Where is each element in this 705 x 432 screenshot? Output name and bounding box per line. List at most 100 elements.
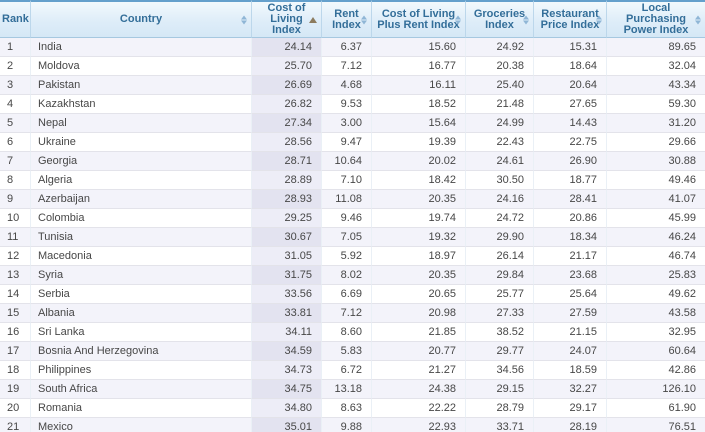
cell-cost_of_living_plus_rent_index: 24.38 <box>372 380 466 399</box>
cell-local_purchasing_power_index: 46.74 <box>607 247 705 266</box>
cell-cost_of_living_plus_rent_index: 16.77 <box>372 57 466 76</box>
sort-toggle-icon <box>361 15 367 24</box>
column-label-restaurant_price_index: Restaurant Price Index <box>540 7 600 31</box>
cell-restaurant_price_index: 26.90 <box>534 152 607 171</box>
table-row: 13 Syria 31.75 8.02 20.35 29.84 23.68 25.83 <box>0 266 705 285</box>
cell-rent_index: 8.63 <box>322 399 372 418</box>
cell-rent_index: 3.00 <box>322 114 372 133</box>
cell-restaurant_price_index: 15.31 <box>534 38 607 57</box>
cell-country: Macedonia <box>31 247 252 266</box>
table-row: 5 Nepal 27.34 3.00 15.64 24.99 14.43 31.20 <box>0 114 705 133</box>
cell-groceries_index: 38.52 <box>466 323 534 342</box>
cell-local_purchasing_power_index: 59.30 <box>607 95 705 114</box>
cell-rank: 18 <box>0 361 31 380</box>
cell-rank: 12 <box>0 247 31 266</box>
column-header-restaurant_price_index[interactable]: Restaurant Price Index <box>534 0 607 38</box>
table-row: 6 Ukraine 28.56 9.47 19.39 22.43 22.75 29.66 <box>0 133 705 152</box>
cell-rank: 13 <box>0 266 31 285</box>
cell-restaurant_price_index: 27.59 <box>534 304 607 323</box>
table-body: 1 India 24.14 6.37 15.60 24.92 15.31 89.65 2 Mold… <box>0 38 705 432</box>
cell-country: Tunisia <box>31 228 252 247</box>
cell-country: Bosnia And Herzegovina <box>31 342 252 361</box>
cell-country: Serbia <box>31 285 252 304</box>
cell-groceries_index: 29.90 <box>466 228 534 247</box>
column-header-country[interactable]: Country <box>31 0 252 38</box>
cell-country: Albania <box>31 304 252 323</box>
table-row: 7 Georgia 28.71 10.64 20.02 24.61 26.90 30.88 <box>0 152 705 171</box>
cell-cost_of_living_plus_rent_index: 19.32 <box>372 228 466 247</box>
cell-country: Sri Lanka <box>31 323 252 342</box>
cell-groceries_index: 29.84 <box>466 266 534 285</box>
cell-cost_of_living_index: 25.70 <box>252 57 322 76</box>
table-row: 3 Pakistan 26.69 4.68 16.11 25.40 20.64 43.34 <box>0 76 705 95</box>
cell-rank: 3 <box>0 76 31 95</box>
cell-cost_of_living_index: 33.56 <box>252 285 322 304</box>
cell-local_purchasing_power_index: 32.95 <box>607 323 705 342</box>
column-header-local_purchasing_power_index[interactable]: Local Purchasing Power Index <box>607 0 705 38</box>
cell-restaurant_price_index: 22.75 <box>534 133 607 152</box>
cell-rank: 16 <box>0 323 31 342</box>
cell-country: Syria <box>31 266 252 285</box>
cell-cost_of_living_plus_rent_index: 15.60 <box>372 38 466 57</box>
cell-local_purchasing_power_index: 49.62 <box>607 285 705 304</box>
cell-restaurant_price_index: 29.17 <box>534 399 607 418</box>
column-header-rent_index[interactable]: Rent Index <box>322 0 372 38</box>
cell-restaurant_price_index: 18.59 <box>534 361 607 380</box>
cell-groceries_index: 20.38 <box>466 57 534 76</box>
table-row: 14 Serbia 33.56 6.69 20.65 25.77 25.64 49.62 <box>0 285 705 304</box>
cell-cost_of_living_index: 29.25 <box>252 209 322 228</box>
cell-cost_of_living_index: 31.05 <box>252 247 322 266</box>
cell-rank: 9 <box>0 190 31 209</box>
cell-rank: 1 <box>0 38 31 57</box>
cell-groceries_index: 33.71 <box>466 418 534 432</box>
cell-local_purchasing_power_index: 25.83 <box>607 266 705 285</box>
cell-groceries_index: 24.99 <box>466 114 534 133</box>
column-header-cost_of_living_index[interactable]: Cost of Living Index <box>252 0 322 38</box>
cell-groceries_index: 21.48 <box>466 95 534 114</box>
cell-country: Colombia <box>31 209 252 228</box>
cell-rank: 17 <box>0 342 31 361</box>
cell-restaurant_price_index: 18.34 <box>534 228 607 247</box>
column-header-groceries_index[interactable]: Groceries Index <box>466 0 534 38</box>
cell-cost_of_living_plus_rent_index: 20.35 <box>372 190 466 209</box>
cell-cost_of_living_plus_rent_index: 20.98 <box>372 304 466 323</box>
cell-cost_of_living_index: 26.69 <box>252 76 322 95</box>
cell-restaurant_price_index: 20.86 <box>534 209 607 228</box>
cell-rent_index: 6.72 <box>322 361 372 380</box>
column-label-groceries_index: Groceries Index <box>473 7 526 31</box>
column-header-rank: Rank <box>0 0 31 38</box>
cell-cost_of_living_index: 26.82 <box>252 95 322 114</box>
cell-groceries_index: 24.72 <box>466 209 534 228</box>
cell-cost_of_living_plus_rent_index: 16.11 <box>372 76 466 95</box>
cell-cost_of_living_index: 34.73 <box>252 361 322 380</box>
column-label-rent_index: Rent Index <box>332 7 361 31</box>
cell-rank: 14 <box>0 285 31 304</box>
cell-groceries_index: 22.43 <box>466 133 534 152</box>
table-row: 16 Sri Lanka 34.11 8.60 21.85 38.52 21.15 32.95 <box>0 323 705 342</box>
column-label-local_purchasing_power_index: Local Purchasing Power Index <box>623 2 689 36</box>
cell-local_purchasing_power_index: 60.64 <box>607 342 705 361</box>
cell-rank: 7 <box>0 152 31 171</box>
cell-rent_index: 5.83 <box>322 342 372 361</box>
cell-country: Nepal <box>31 114 252 133</box>
cell-local_purchasing_power_index: 31.20 <box>607 114 705 133</box>
table-row: 8 Algeria 28.89 7.10 18.42 30.50 18.77 49.46 <box>0 171 705 190</box>
cell-local_purchasing_power_index: 49.46 <box>607 171 705 190</box>
cell-restaurant_price_index: 21.15 <box>534 323 607 342</box>
column-label-rank: Rank <box>2 13 29 25</box>
cell-cost_of_living_index: 28.71 <box>252 152 322 171</box>
cell-country: Pakistan <box>31 76 252 95</box>
cell-cost_of_living_index: 34.80 <box>252 399 322 418</box>
table-row: 15 Albania 33.81 7.12 20.98 27.33 27.59 43.58 <box>0 304 705 323</box>
column-header-cost_of_living_plus_rent_index[interactable]: Cost of Living Plus Rent Index <box>372 0 466 38</box>
cell-local_purchasing_power_index: 30.88 <box>607 152 705 171</box>
cell-rent_index: 9.88 <box>322 418 372 432</box>
cell-cost_of_living_plus_rent_index: 21.27 <box>372 361 466 380</box>
cell-cost_of_living_index: 30.67 <box>252 228 322 247</box>
cell-cost_of_living_plus_rent_index: 20.35 <box>372 266 466 285</box>
cell-rank: 21 <box>0 418 31 432</box>
cell-rent_index: 9.53 <box>322 95 372 114</box>
cell-country: Ukraine <box>31 133 252 152</box>
cell-cost_of_living_plus_rent_index: 21.85 <box>372 323 466 342</box>
